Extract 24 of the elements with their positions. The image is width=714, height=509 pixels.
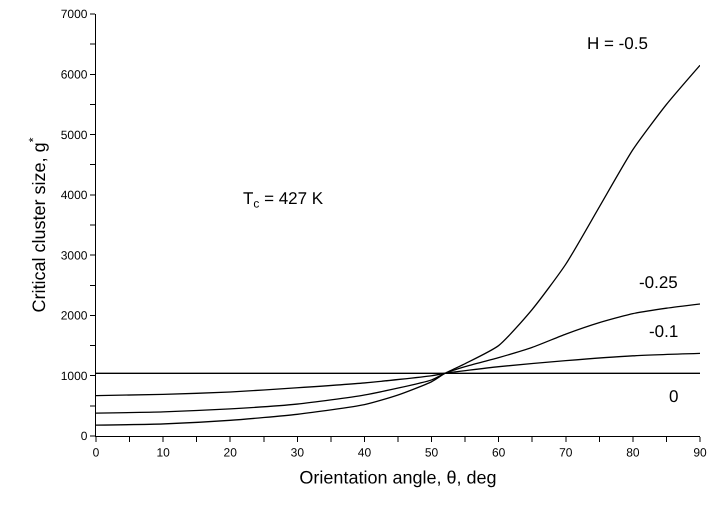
y-tick-label: 7000 bbox=[60, 7, 88, 22]
series-label: 0 bbox=[669, 387, 678, 406]
series-label: -0.25 bbox=[639, 273, 678, 292]
annotation: T$_{c}$ = 427 K bbox=[243, 189, 324, 211]
y-tick-label: 3000 bbox=[60, 248, 88, 262]
y-tick-label: 0 bbox=[80, 429, 88, 444]
x-tick-label: 10 bbox=[156, 446, 170, 460]
text: H = -0.5 bbox=[587, 34, 648, 53]
x-tick-label: 70 bbox=[559, 446, 573, 460]
x-tick-label: 30 bbox=[290, 446, 304, 460]
x-axis-title: Orientation angle, θ, deg bbox=[299, 468, 497, 488]
y-tick-label: 5000 bbox=[60, 128, 88, 142]
x-tick-label: 40 bbox=[358, 446, 372, 460]
series-label: -0.1 bbox=[649, 322, 678, 341]
x-tick-label: 0 bbox=[92, 446, 100, 460]
y-tick-label: 4000 bbox=[60, 188, 88, 202]
y-tick-label: 2000 bbox=[60, 308, 88, 323]
y-tick-label: 6000 bbox=[60, 67, 88, 82]
x-tick-label: 50 bbox=[424, 446, 439, 460]
x-tick-label: 90 bbox=[693, 446, 707, 460]
x-tick-label: 20 bbox=[224, 446, 238, 460]
y-tick-label: 1000 bbox=[60, 368, 88, 383]
x-tick-label: 60 bbox=[492, 446, 506, 460]
x-tick-label: 80 bbox=[626, 446, 640, 460]
